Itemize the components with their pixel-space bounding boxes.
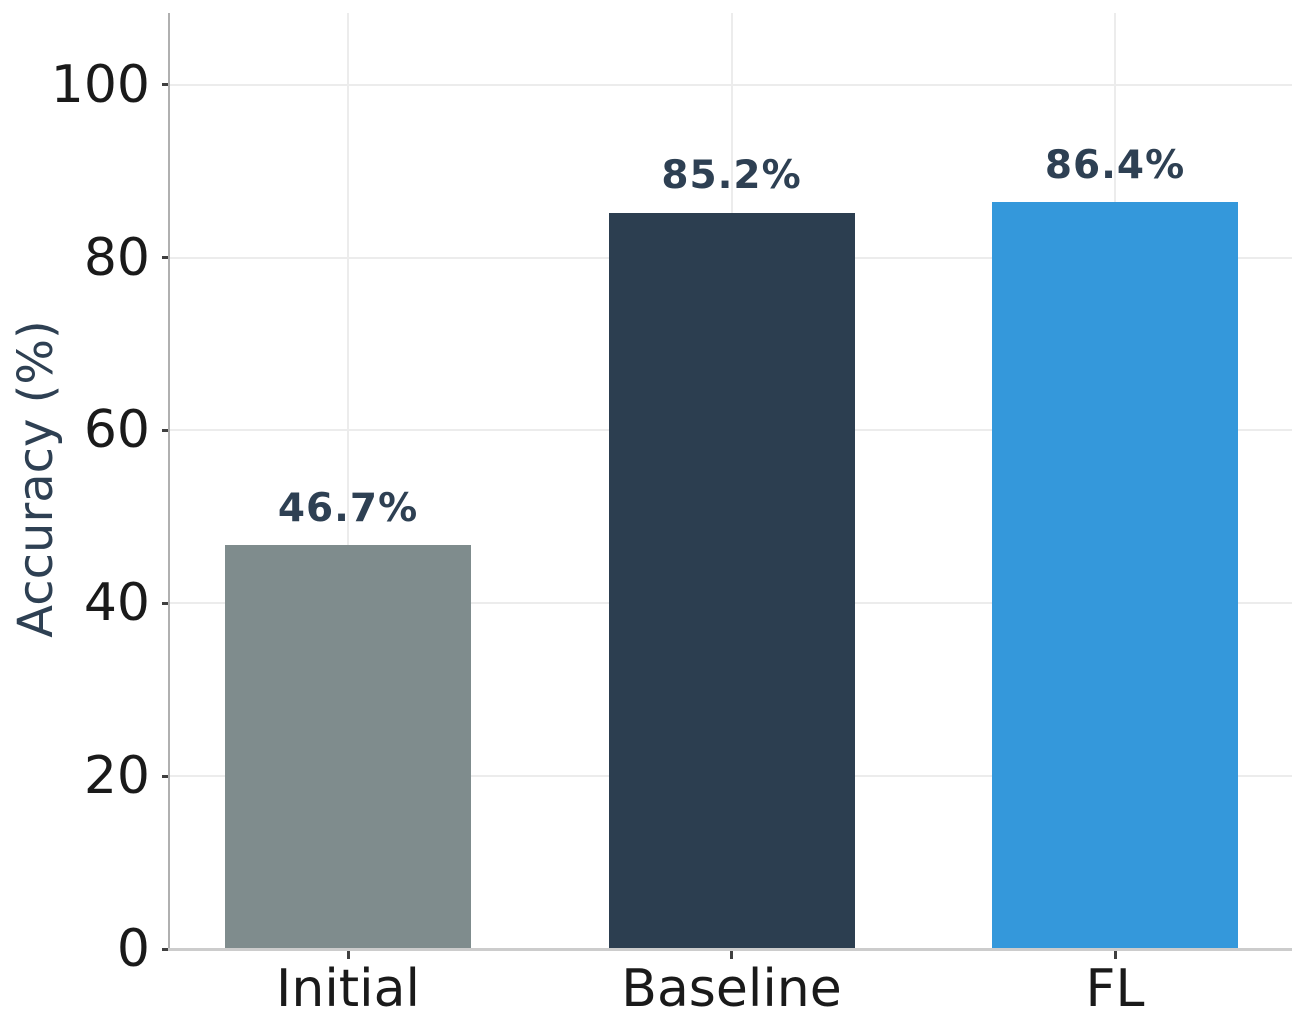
x-tick-label-fl: FL xyxy=(1085,959,1145,1019)
y-tick-label: 0 xyxy=(116,919,150,979)
v-gridline xyxy=(347,13,349,949)
y-tick-label: 20 xyxy=(83,746,150,807)
x-tick-label-baseline: Baseline xyxy=(621,959,842,1019)
y-tick-mark xyxy=(162,947,169,951)
bar-baseline xyxy=(608,212,855,949)
y-tick-mark xyxy=(162,774,169,778)
x-tick-mark xyxy=(346,951,350,959)
y-tick-mark xyxy=(162,83,169,87)
y-tick-label: 40 xyxy=(83,573,150,634)
x-tick-mark xyxy=(1113,951,1117,959)
x-axis-spine xyxy=(168,948,1292,951)
y-tick-label: 100 xyxy=(50,54,150,115)
bar-initial xyxy=(225,545,471,949)
x-tick-mark xyxy=(730,951,733,959)
y-tick-label: 60 xyxy=(83,400,150,461)
y-tick-label: 80 xyxy=(83,227,150,288)
plot-area: 0 20 40 60 80 100 Initial 46.7% Baseline 85.2% FL 8… xyxy=(51,13,1292,1015)
x-tick-label-initial: Initial xyxy=(276,959,420,1019)
bar-fl xyxy=(992,202,1238,949)
bar-value-label: 85.2% xyxy=(661,153,802,199)
y-tick-mark xyxy=(162,428,169,432)
y-tick-mark xyxy=(162,601,169,605)
y-tick-mark xyxy=(162,256,169,260)
bar-value-label: 46.7% xyxy=(277,485,419,531)
bar-value-label: 86.4% xyxy=(1044,142,1186,188)
y-axis-spine xyxy=(168,13,170,951)
